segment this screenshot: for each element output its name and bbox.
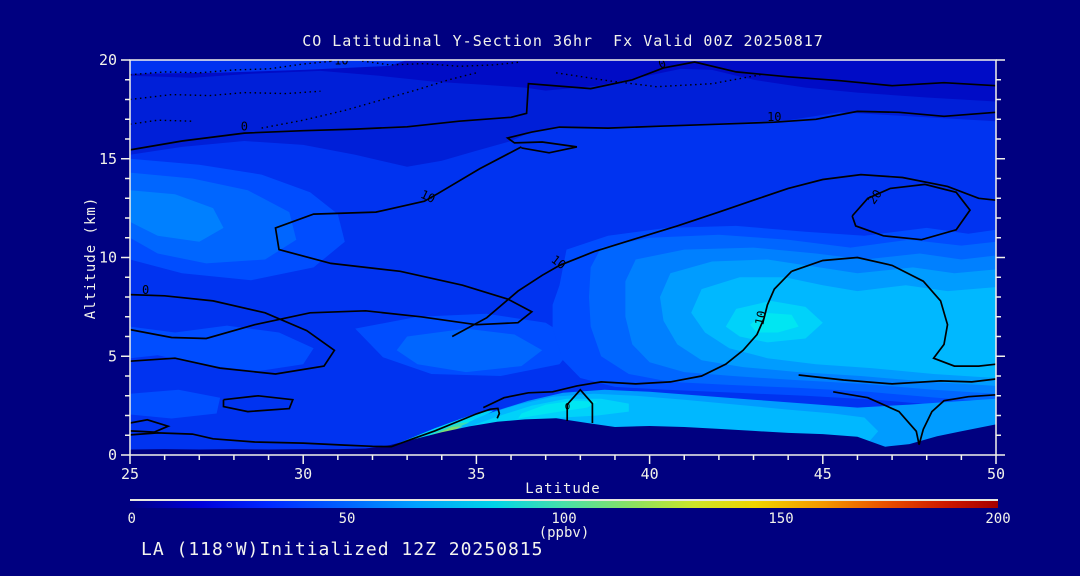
colorbar-tick-label: 100 — [551, 511, 577, 527]
contour-fill-brightest-cyan-right-spot — [750, 312, 799, 333]
contour-label: 0 — [656, 56, 668, 72]
contour-label: 0 — [565, 403, 570, 413]
terrain-silhouette — [130, 418, 996, 455]
contour-fill-topleft-medium-wedge — [130, 60, 408, 74]
x-tick-label: 30 — [294, 465, 312, 483]
colorbar-tick-label: 200 — [985, 511, 1011, 527]
run-info-text: LA (118°W)Initialized 12Z 20250815 — [141, 539, 544, 560]
contour-label: -10 — [327, 53, 349, 67]
contour-fill-pale-left-sliver — [130, 190, 224, 242]
colorbar-ticks: 0 50 100 150 200 — [127, 508, 1010, 527]
chart-title: CO Latitudinal Y-Section 36hr Fx Valid 0… — [302, 32, 824, 50]
colorbar-top-line — [130, 499, 998, 501]
colorbar-tick-label: 50 — [338, 511, 356, 527]
x-axis-title: Latitude — [525, 481, 601, 497]
contour-label: 10 — [767, 110, 781, 124]
contour-label: 20 — [865, 187, 885, 207]
contour-line-level-10 — [505, 110, 996, 154]
contour-line-level-10 — [798, 374, 996, 385]
contour-label: 0 — [142, 283, 149, 297]
colorbar-tick-label: 0 — [127, 511, 136, 527]
contour-line-level-20 — [851, 183, 972, 241]
axes: 25 30 35 40 45 50 0 5 10 15 20 — [99, 51, 1005, 483]
contour-label: 10 — [752, 309, 769, 326]
y-tick-label: 5 — [108, 347, 117, 365]
x-tick-label: 45 — [814, 465, 832, 483]
contour-fill-top-darkest-band — [130, 60, 996, 102]
contour-line-level-10 — [482, 270, 793, 409]
contour-line-level-10 — [791, 256, 996, 367]
contour-fill-brightest-cyan-surface-spot — [518, 400, 598, 419]
y-tick-label: 0 — [108, 446, 117, 464]
contour-label: 10 — [418, 187, 437, 206]
contour-line-level-0 — [566, 388, 594, 423]
contour-label: 0 — [241, 120, 248, 134]
contour-line-level--10 — [555, 72, 761, 88]
contour-line-level-0 — [130, 293, 336, 375]
contour-line-level-10 — [833, 390, 996, 445]
contour-line-level-0 — [130, 418, 171, 433]
y-tick-label: 10 — [99, 249, 117, 267]
contour-fill-upper-dark-band — [130, 60, 996, 167]
y-tick-label: 20 — [99, 51, 117, 69]
contour-line-level--10 — [130, 119, 193, 125]
x-tick-label: 40 — [641, 465, 659, 483]
colorbar-tick-label: 150 — [768, 511, 794, 527]
contour-line-level-10 — [130, 146, 534, 340]
x-tick-label: 25 — [121, 465, 139, 483]
colorbar-gradient — [130, 501, 998, 508]
contour-line-level--10 — [362, 60, 522, 68]
colorbar-unit-label: (ppbv) — [538, 525, 590, 541]
y-tick-label: 15 — [99, 150, 117, 168]
contour-line-level-10 — [130, 407, 501, 448]
x-tick-label: 50 — [987, 465, 1005, 483]
contour-fill-lighter-center-low — [396, 328, 543, 373]
x-tick-label: 35 — [467, 465, 485, 483]
contour-line-level-0 — [222, 394, 294, 413]
contour-fill-light-bottom-left — [130, 389, 221, 419]
contour-line-level-10 — [451, 173, 996, 338]
contour-line-level-0 — [130, 61, 996, 151]
colorbar: 0 50 100 150 200 (ppbv) — [127, 499, 1011, 541]
